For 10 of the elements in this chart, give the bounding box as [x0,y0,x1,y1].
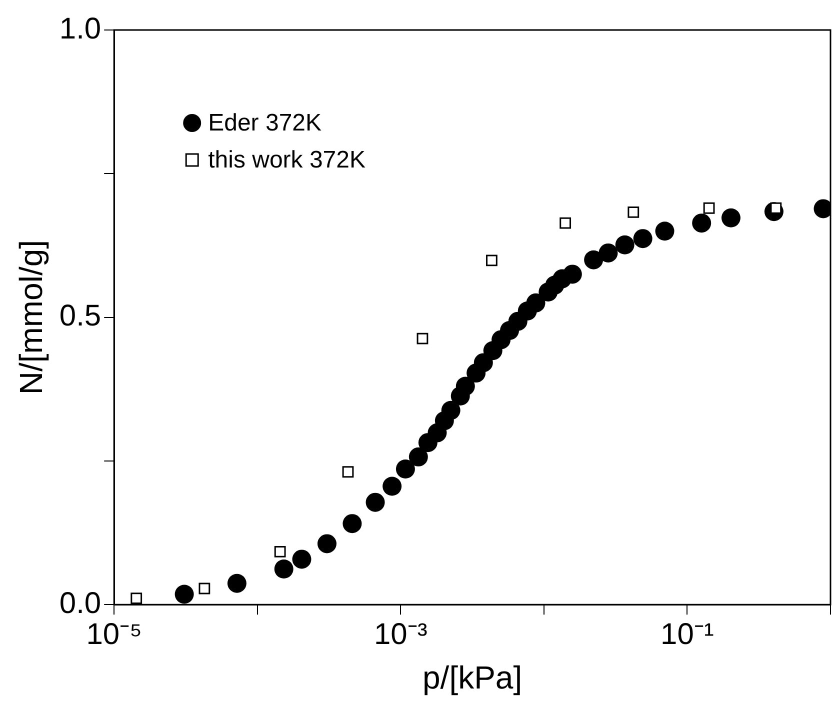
legend-label: Eder 372K [208,110,322,137]
x-axis-title: p/[kPa] [422,660,522,696]
y-axis-title: N/[mmol/g] [13,240,50,395]
y-tick-label: 0.0 [59,586,102,620]
y-tick-label: 1.0 [59,12,102,46]
legend-label: this work 372K [208,146,366,174]
y-tick-label: 0.5 [59,300,102,333]
x-tick-label: 10⁻⁵ [86,618,142,651]
x-tick-label: 10⁻³ [374,618,428,651]
x-tick-label: 10⁻¹ [660,618,714,651]
